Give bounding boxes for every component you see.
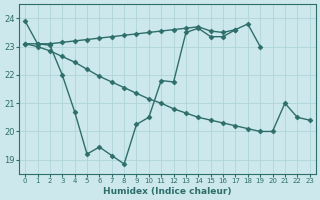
X-axis label: Humidex (Indice chaleur): Humidex (Indice chaleur) bbox=[103, 187, 232, 196]
